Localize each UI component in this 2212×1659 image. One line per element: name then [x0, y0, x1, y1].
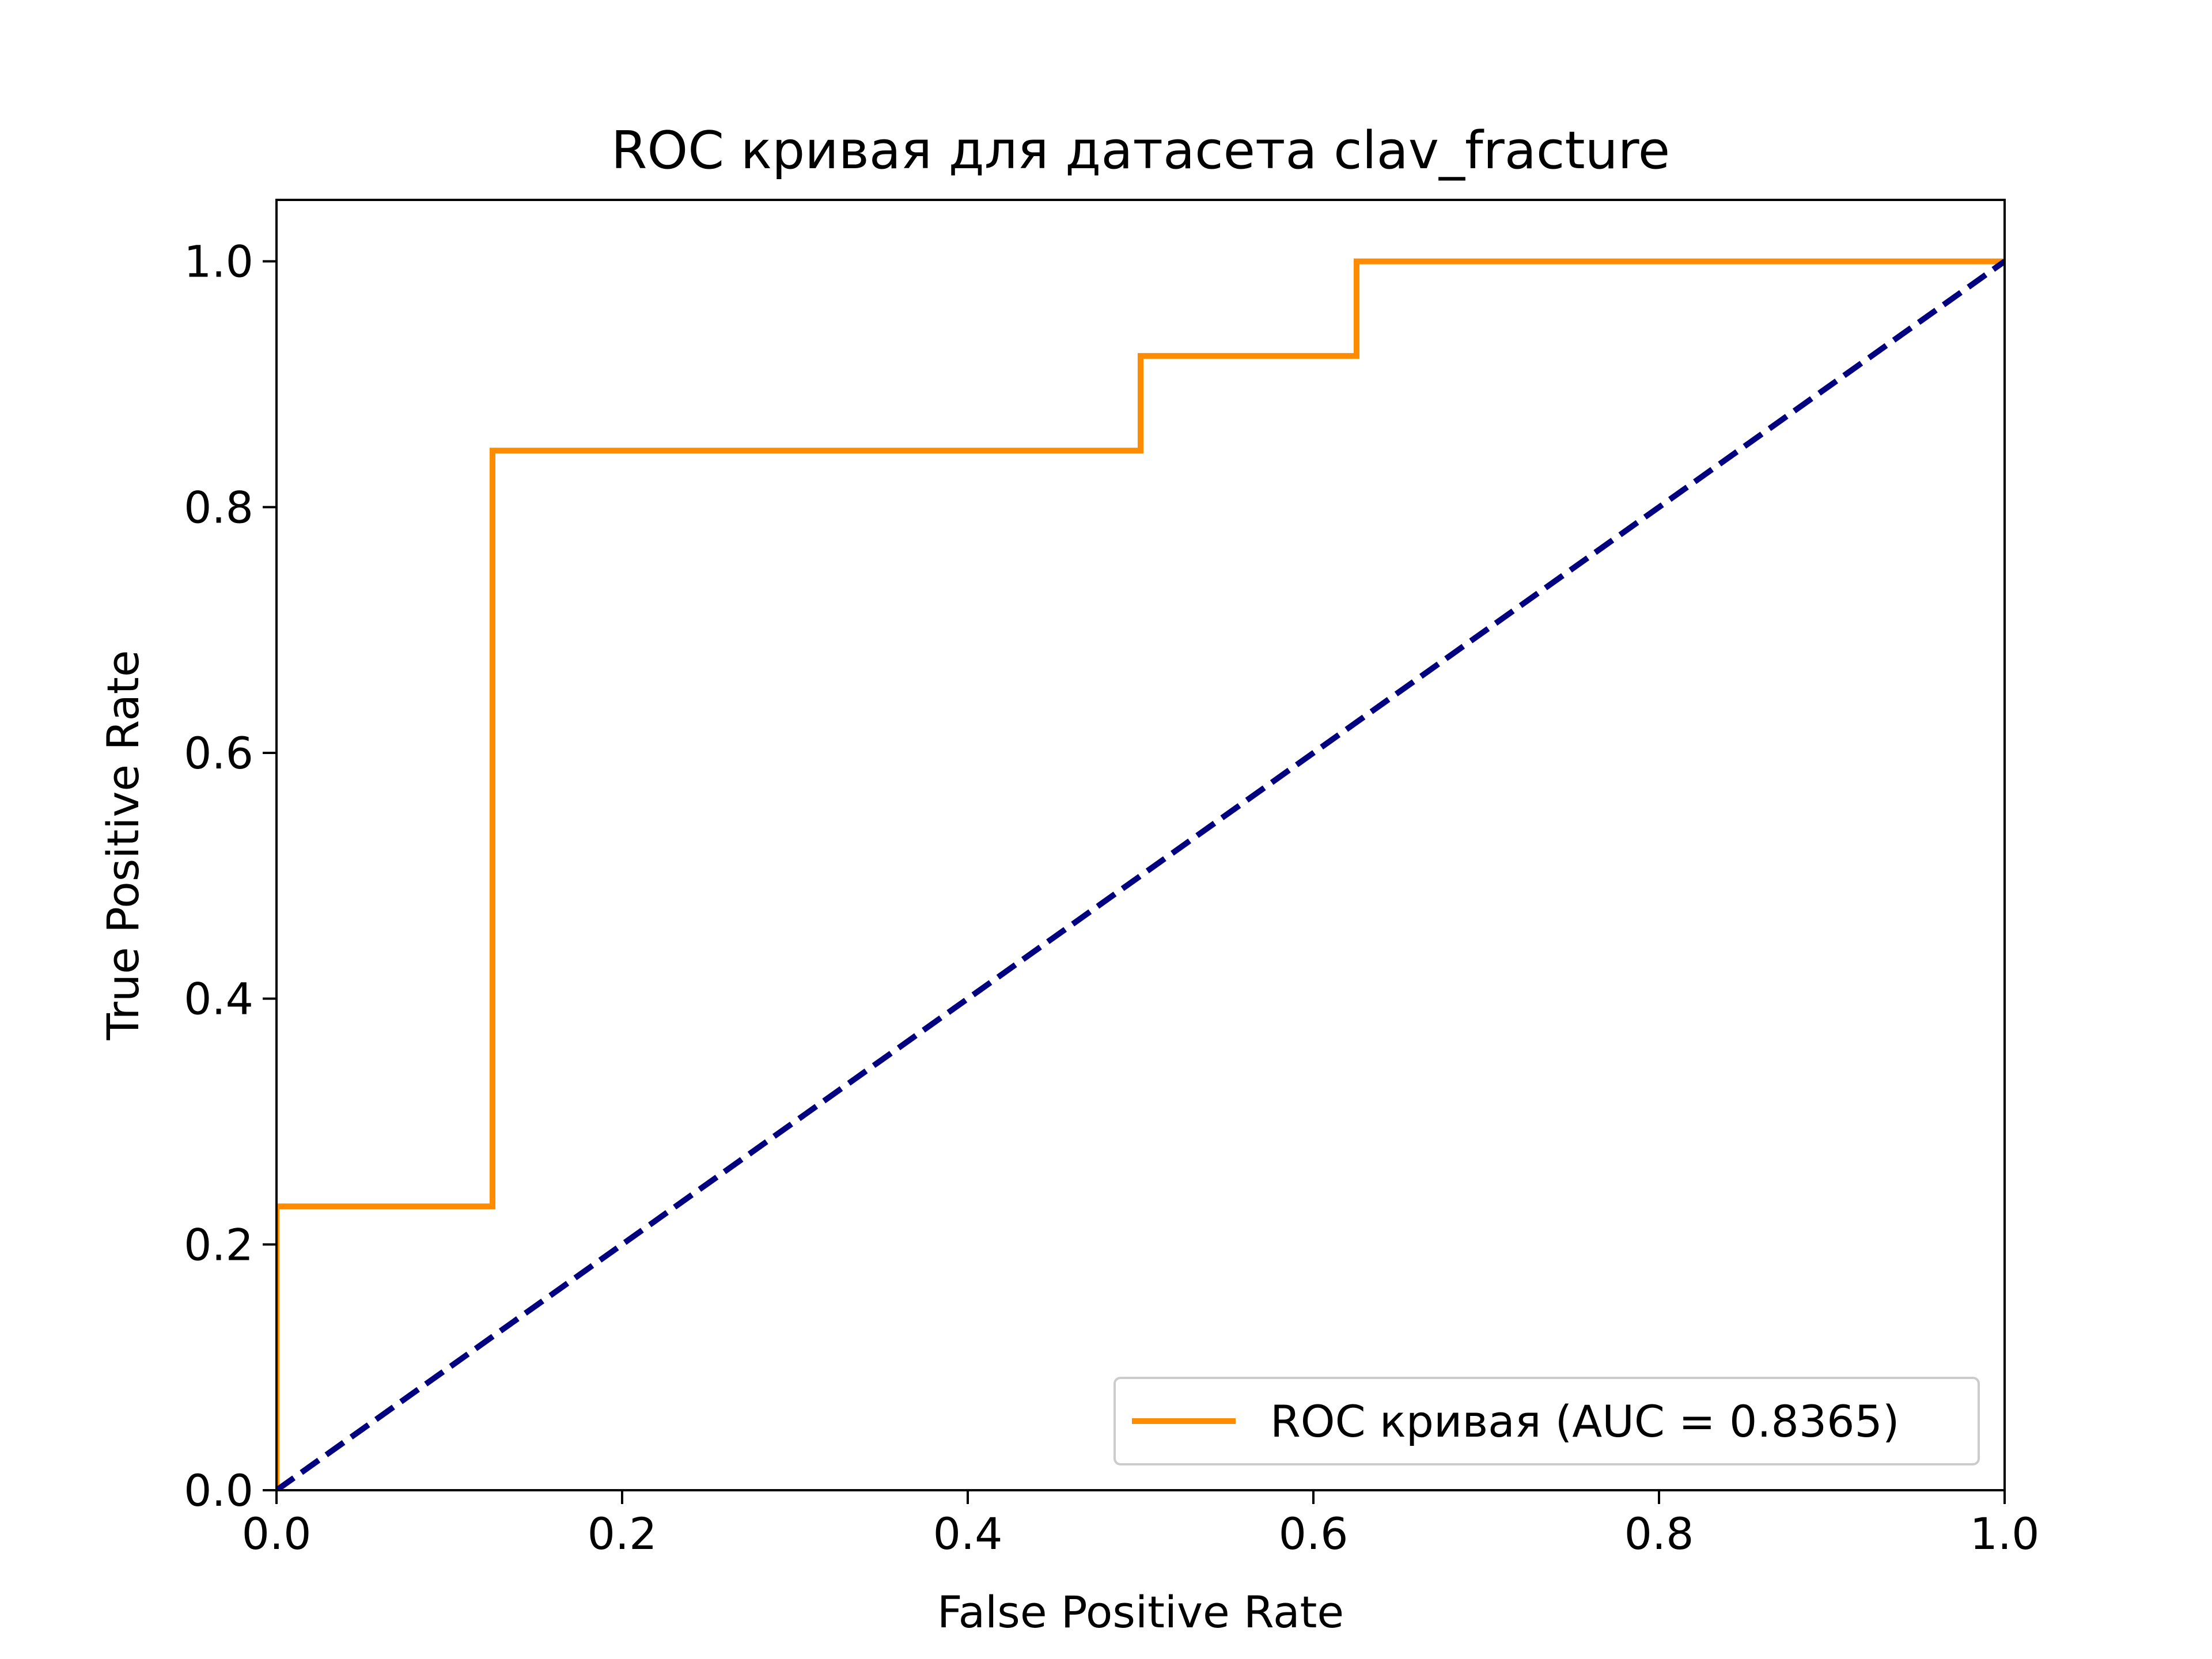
y-tick-label: 0.8 — [184, 482, 253, 533]
y-tick-label: 0.4 — [184, 974, 253, 1025]
x-tick-label: 0.6 — [1279, 1508, 1349, 1559]
legend-label: ROC кривая (AUC = 0.8365) — [1270, 1396, 1900, 1447]
chart-title: ROC кривая для датасета clav_fracture — [611, 120, 1670, 181]
legend-box — [1113, 1377, 1980, 1465]
x-tick-label: 0.4 — [933, 1508, 1003, 1559]
x-tick-label: 0.0 — [242, 1508, 312, 1559]
x-tick-label: 1.0 — [1970, 1508, 2040, 1559]
x-tick-label: 0.2 — [588, 1508, 657, 1559]
y-tick-label: 0.6 — [184, 728, 253, 779]
axes-frame — [275, 199, 2006, 1491]
chance-diagonal-line — [276, 259, 2005, 1490]
x-axis-label: False Positive Rate — [937, 1586, 1344, 1638]
y-tick-label: 0.2 — [184, 1219, 253, 1270]
x-tick-label: 0.8 — [1624, 1508, 1694, 1559]
roc-curve-line — [276, 258, 2005, 1490]
ticks-layer: 0.0 0.2 0.4 0.6 0.8 1.0 0.0 0.2 0.4 0.6 0.8 1.0 — [184, 236, 2039, 1559]
y-axis-label: True Positive Rate — [97, 650, 149, 1041]
y-tick-label: 0.0 — [184, 1465, 253, 1516]
y-tick-label: 1.0 — [184, 236, 253, 287]
series-layer — [276, 258, 2005, 1490]
legend: ROC кривая (AUC = 0.8365) — [1113, 1377, 1980, 1465]
